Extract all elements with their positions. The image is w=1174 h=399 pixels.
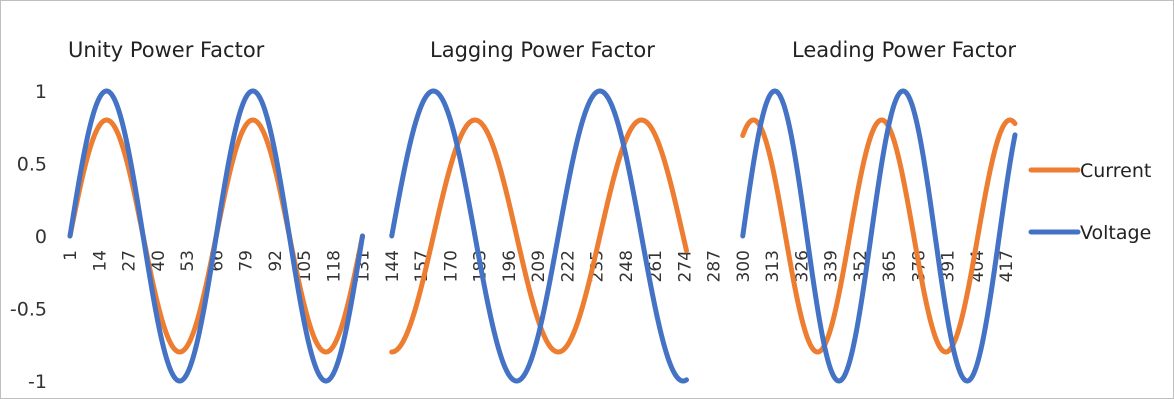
current-line-leading xyxy=(740,117,1018,355)
x-tick-label: 196 xyxy=(500,250,520,282)
x-tick-label: 365 xyxy=(880,250,900,282)
voltage-line-unity xyxy=(67,88,365,384)
x-tick-label: 170 xyxy=(441,250,461,282)
x-tick-label: 326 xyxy=(792,250,812,282)
y-tick-label: 1 xyxy=(35,81,47,103)
title-unity-power-factor: Unity Power Factor xyxy=(68,38,265,62)
x-tick-label: 79 xyxy=(237,250,257,272)
x-tick-label: 274 xyxy=(675,250,695,282)
x-tick-label: 53 xyxy=(178,250,198,272)
y-tick-label: -0.5 xyxy=(10,299,47,321)
y-axis: 1 0.5 0 -0.5 -1 xyxy=(10,81,47,393)
voltage-line-leading xyxy=(740,88,1018,384)
y-tick-label: 0 xyxy=(35,226,47,248)
x-tick-label: 14 xyxy=(90,250,110,272)
x-tick-label: 1 xyxy=(61,250,81,261)
x-tick-label: 391 xyxy=(939,250,959,282)
x-tick-label: 105 xyxy=(295,250,315,282)
y-tick-label: -1 xyxy=(28,371,47,393)
x-tick-label: 417 xyxy=(997,250,1017,282)
x-tick-label: 118 xyxy=(324,250,344,282)
x-tick-label: 300 xyxy=(734,250,754,282)
x-tick-label: 92 xyxy=(266,250,286,272)
x-tick-label: 27 xyxy=(120,250,140,272)
plot-lines xyxy=(67,88,1018,384)
x-tick-label: 248 xyxy=(617,250,637,282)
legend-voltage-label: Voltage xyxy=(1080,222,1151,244)
y-tick-label: 0.5 xyxy=(17,154,47,176)
x-tick-label: 222 xyxy=(558,250,578,282)
x-tick-label: 144 xyxy=(383,250,403,282)
x-tick-label: 40 xyxy=(149,250,169,272)
legend-current-label: Current xyxy=(1080,160,1151,182)
legend: Current Voltage xyxy=(1028,160,1151,244)
title-lagging-power-factor: Lagging Power Factor xyxy=(430,38,655,62)
title-leading-power-factor: Leading Power Factor xyxy=(792,38,1016,62)
x-tick-label: 339 xyxy=(822,250,842,282)
voltage-line-lagging xyxy=(389,88,689,384)
x-axis: 1 14 27 40 53 66 79 92 105 118 131 144 157 170 183 196 2… xyxy=(61,250,1017,282)
x-tick-label: 209 xyxy=(529,250,549,282)
x-tick-label: 313 xyxy=(763,250,783,282)
x-tick-label: 287 xyxy=(705,250,725,282)
